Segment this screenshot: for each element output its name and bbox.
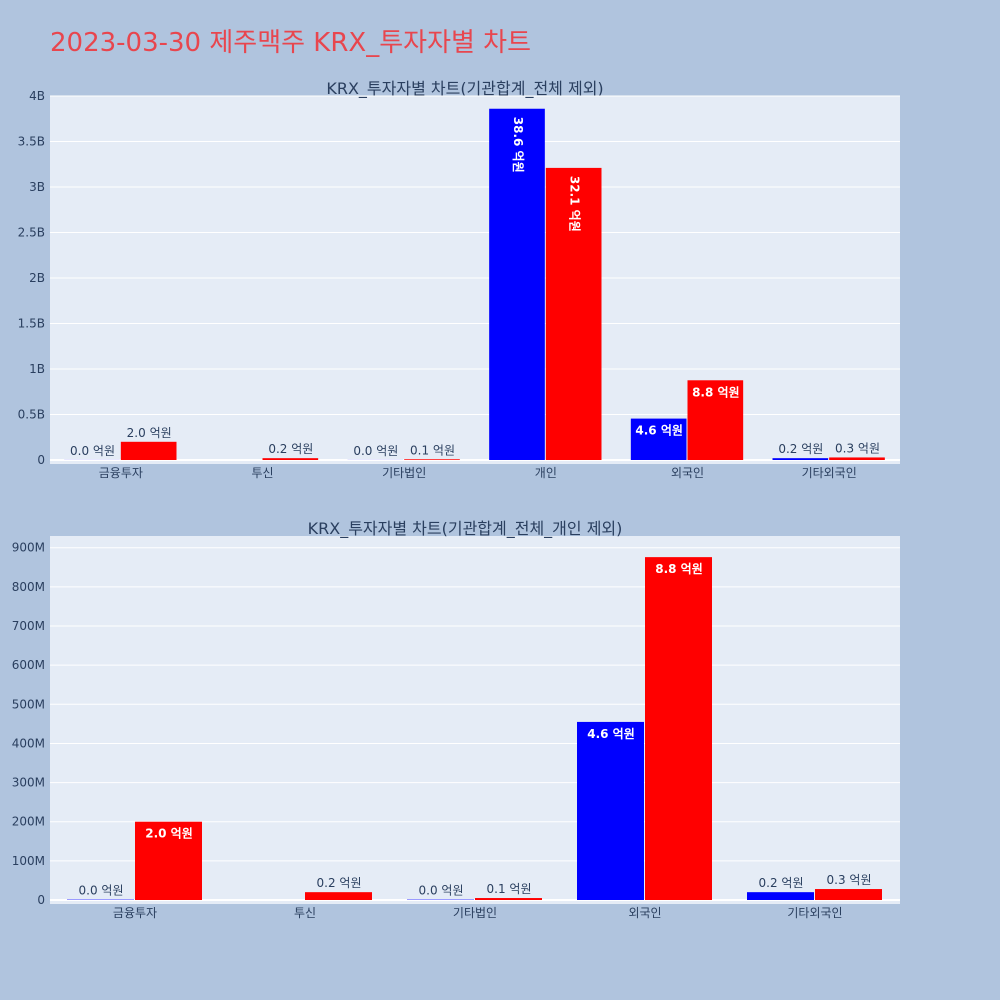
y-tick-label: 4B [29, 89, 45, 103]
data-label: 4.6 억원 [635, 424, 683, 438]
data-label: 0.2 억원 [759, 876, 804, 890]
bar [545, 167, 602, 460]
chart-title: KRX_투자자별 차트(기관합계_전체 제외) [326, 79, 603, 99]
chart-title: KRX_투자자별 차트(기관합계_전체_개인 제외) [308, 519, 623, 539]
x-tick-label: 외국인 [671, 466, 704, 480]
y-tick-label: 900M [12, 541, 45, 555]
bar [687, 380, 744, 460]
y-tick-label: 700M [12, 619, 45, 633]
bar [645, 557, 712, 900]
y-tick-label: 500M [12, 697, 45, 711]
x-tick-label: 투신 [251, 466, 273, 480]
x-tick-label: 개인 [535, 466, 557, 480]
bar [829, 457, 885, 460]
data-label: 38.6 억원 [511, 117, 525, 173]
y-tick-label: 3B [29, 180, 45, 194]
x-tick-label: 외국인 [628, 906, 661, 920]
y-tick-label: 800M [12, 580, 45, 594]
data-label: 0.2 억원 [268, 442, 313, 456]
data-label: 0.0 억원 [70, 444, 115, 458]
bar [305, 892, 372, 900]
y-tick-label: 0 [37, 893, 45, 907]
bar [772, 458, 829, 460]
x-tick-label: 금융투자 [99, 466, 143, 480]
bar [577, 721, 644, 900]
data-label: 0.1 억원 [487, 882, 532, 896]
bar [120, 441, 177, 460]
x-tick-label: 투신 [294, 906, 316, 920]
x-tick-label: 기타법인 [382, 466, 426, 480]
y-tick-label: 1.5B [18, 317, 45, 331]
y-tick-label: 1B [29, 362, 45, 376]
y-tick-label: 100M [12, 854, 45, 868]
y-tick-label: 400M [12, 736, 45, 750]
bar [630, 418, 687, 460]
data-label: 0.1 억원 [410, 443, 455, 457]
data-label: 0.2 억원 [317, 876, 362, 890]
x-tick-label: 기타외국인 [802, 466, 857, 480]
y-tick-label: 300M [12, 776, 45, 790]
plot-background [50, 96, 900, 464]
bar [262, 458, 319, 460]
y-tick-label: 0.5B [18, 408, 45, 422]
bar [815, 889, 882, 900]
x-tick-label: 금융투자 [113, 906, 157, 920]
data-label: 0.0 억원 [353, 444, 398, 458]
data-label: 0.3 억원 [827, 873, 872, 887]
y-tick-label: 3.5B [18, 135, 45, 149]
page-title: 2023-03-30 제주맥주 KRX_투자자별 차트 [50, 28, 532, 58]
data-label: 0.2 억원 [778, 442, 823, 456]
y-tick-label: 600M [12, 658, 45, 672]
data-label: 2.0 억원 [145, 827, 193, 841]
data-label: 0.0 억원 [79, 884, 124, 898]
data-label: 8.8 억원 [655, 562, 703, 576]
data-label: 32.1 억원 [568, 176, 582, 232]
y-tick-label: 2B [29, 271, 45, 285]
data-label: 4.6 억원 [587, 727, 635, 741]
data-label: 0.3 억원 [835, 441, 880, 455]
bar [135, 821, 202, 900]
y-tick-label: 200M [12, 815, 45, 829]
x-tick-label: 기타법인 [453, 906, 497, 920]
bar [475, 898, 542, 900]
data-label: 0.0 억원 [419, 884, 464, 898]
bar [489, 108, 545, 461]
y-tick-label: 2.5B [18, 226, 45, 240]
y-tick-label: 0 [37, 453, 45, 467]
chart-1-investor: KRX_투자자별 차트(기관합계_전체 제외) 0 0.5B 1B 1.5B 2B 2.5B… [18, 79, 900, 480]
data-label: 8.8 억원 [692, 385, 740, 399]
bar [747, 892, 814, 900]
data-label: 2.0 억원 [127, 426, 172, 440]
x-tick-label: 기타외국인 [787, 906, 842, 920]
chart-2-investor-excl-individual: KRX_투자자별 차트(기관합계_전체_개인 제외) 0 100M 200M 300M 4… [12, 519, 900, 920]
bar [404, 459, 460, 460]
